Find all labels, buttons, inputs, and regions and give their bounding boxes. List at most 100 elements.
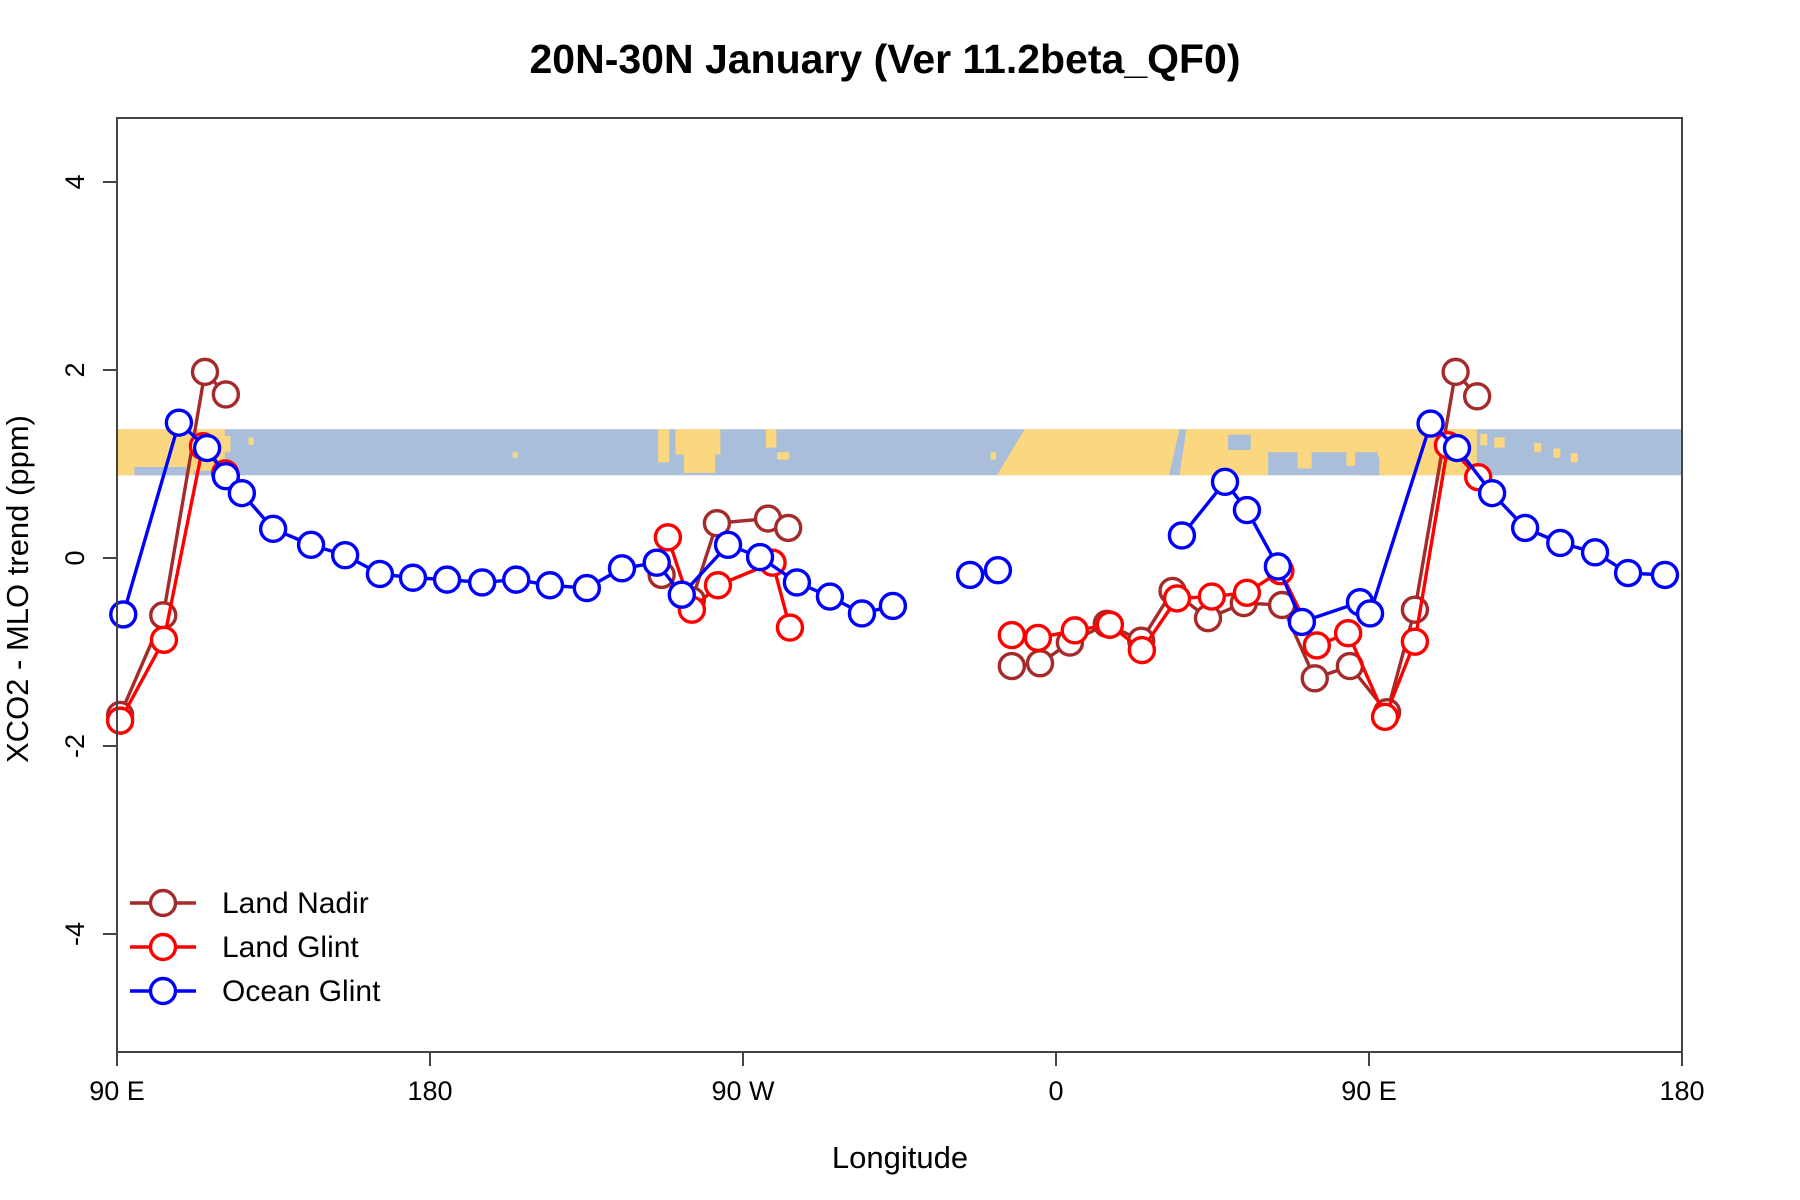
legend-marker-land-glint — [148, 932, 178, 962]
map-band-land-segment — [1494, 437, 1505, 448]
data-point-ocean-glint — [642, 548, 671, 577]
data-point-ocean-glint — [572, 573, 602, 603]
series-line-land-nadir — [118, 368, 228, 716]
map-band-ocean-patch — [1228, 434, 1251, 450]
data-point-ocean-glint — [1232, 495, 1262, 525]
map-band-land-segment — [777, 452, 789, 460]
map-band-land-africa — [996, 429, 1180, 476]
y-axis-label: XCO2 - MLO trend (ppm) — [0, 415, 35, 763]
data-point-ocean-glint — [1613, 558, 1643, 588]
plot-box — [116, 117, 1683, 1053]
chart-title: 20N-30N January (Ver 11.2beta_QF0) — [529, 36, 1241, 82]
x-tick-label: 90 E — [89, 1076, 145, 1106]
data-point-land-glint — [1333, 619, 1363, 648]
data-point-ocean-glint — [983, 556, 1013, 585]
data-point-land-nadir — [1441, 357, 1470, 387]
data-point-land-glint — [703, 571, 733, 600]
data-point-ocean-glint — [164, 408, 194, 437]
data-point-land-nadir — [1025, 649, 1055, 678]
data-point-ocean-glint — [398, 563, 428, 592]
data-point-ocean-glint — [192, 433, 222, 463]
data-point-ocean-glint — [1263, 552, 1293, 581]
data-point-land-glint — [105, 706, 135, 735]
map-band-land-segment — [658, 429, 670, 463]
x-tick-label: 180 — [407, 1076, 452, 1106]
data-point-ocean-glint — [330, 540, 360, 570]
data-point-ocean-glint — [502, 565, 531, 594]
map-band-land-segment — [683, 454, 716, 473]
legend-marker-ocean-glint — [148, 976, 178, 1006]
data-point-land-glint — [1162, 584, 1192, 613]
data-point-ocean-glint — [258, 514, 288, 544]
data-point-ocean-glint — [1287, 607, 1317, 637]
x-tick-label: 180 — [1659, 1076, 1704, 1106]
data-point-land-nadir — [997, 651, 1027, 681]
data-point-land-glint — [1302, 631, 1332, 660]
map-band-ocean-patch — [1358, 456, 1380, 476]
data-point-ocean-glint — [1650, 560, 1680, 590]
map-band-ocean-patch — [193, 470, 211, 476]
data-point-ocean-glint — [227, 478, 257, 508]
data-point-ocean-glint — [1510, 513, 1540, 543]
data-point-ocean-glint — [467, 568, 497, 597]
data-point-ocean-glint — [1355, 599, 1385, 628]
map-band-land-segment — [512, 452, 518, 458]
data-point-land-glint — [1023, 623, 1053, 653]
data-point-land-glint — [1127, 635, 1157, 665]
data-point-ocean-glint — [847, 599, 877, 628]
data-point-land-glint — [1370, 702, 1400, 732]
data-point-land-nadir — [211, 380, 241, 409]
data-point-land-nadir — [1400, 595, 1430, 624]
y-tick-label: -2 — [60, 734, 90, 758]
map-band-land-segment — [990, 452, 997, 460]
data-point-land-nadir — [774, 513, 803, 543]
data-point-ocean-glint — [1416, 409, 1445, 438]
data-point-land-nadir — [190, 357, 220, 387]
map-band-land-segment — [1480, 433, 1488, 446]
data-point-ocean-glint — [365, 559, 395, 589]
data-point-land-nadir — [1300, 664, 1329, 693]
legend-label-ocean-glint: Ocean Glint — [222, 975, 381, 1008]
data-point-land-nadir — [1462, 382, 1492, 411]
data-point-land-glint — [1232, 578, 1262, 607]
legend-marker-land-nadir — [148, 888, 178, 918]
data-point-ocean-glint — [607, 554, 637, 583]
data-point-ocean-glint — [296, 530, 326, 560]
map-band-land-segment — [1268, 429, 1378, 453]
data-point-ocean-glint — [955, 560, 985, 590]
data-point-ocean-glint — [1546, 528, 1575, 558]
x-tick-label: 90 E — [1341, 1076, 1397, 1106]
data-point-land-glint — [149, 625, 179, 654]
legend-label-land-nadir: Land Nadir — [222, 887, 369, 920]
data-point-ocean-glint — [745, 542, 775, 572]
y-tick-label: 2 — [60, 362, 90, 377]
data-point-ocean-glint — [815, 582, 845, 611]
data-point-land-glint — [1095, 610, 1125, 639]
x-axis-label: Longitude — [831, 1140, 969, 1175]
map-band-land-segment — [224, 436, 231, 453]
y-tick-label: -4 — [60, 922, 90, 946]
map-band-ocean-patch — [134, 466, 187, 476]
data-point-land-glint — [997, 620, 1027, 650]
x-tick-label: 90 W — [711, 1076, 775, 1106]
data-point-land-glint — [1060, 616, 1089, 645]
map-band-land-segment — [765, 429, 777, 448]
map-band-land-segment — [1534, 443, 1542, 453]
data-point-land-glint — [653, 523, 683, 552]
map-band-land-segment — [1570, 453, 1578, 463]
data-point-ocean-glint — [432, 565, 462, 594]
data-point-ocean-glint — [535, 571, 565, 600]
data-point-ocean-glint — [109, 600, 138, 629]
y-tick-label: 4 — [60, 174, 90, 189]
data-point-land-glint — [775, 613, 805, 642]
legend-label-land-glint: Land Glint — [222, 931, 359, 964]
data-point-ocean-glint — [878, 591, 908, 621]
data-point-ocean-glint — [1167, 521, 1197, 550]
map-band-land-segment — [1553, 448, 1561, 458]
data-point-ocean-glint — [211, 462, 241, 491]
data-point-ocean-glint — [713, 530, 743, 560]
x-tick-label: 0 — [1048, 1076, 1063, 1106]
data-point-ocean-glint — [667, 580, 696, 609]
data-point-ocean-glint — [1210, 467, 1240, 497]
